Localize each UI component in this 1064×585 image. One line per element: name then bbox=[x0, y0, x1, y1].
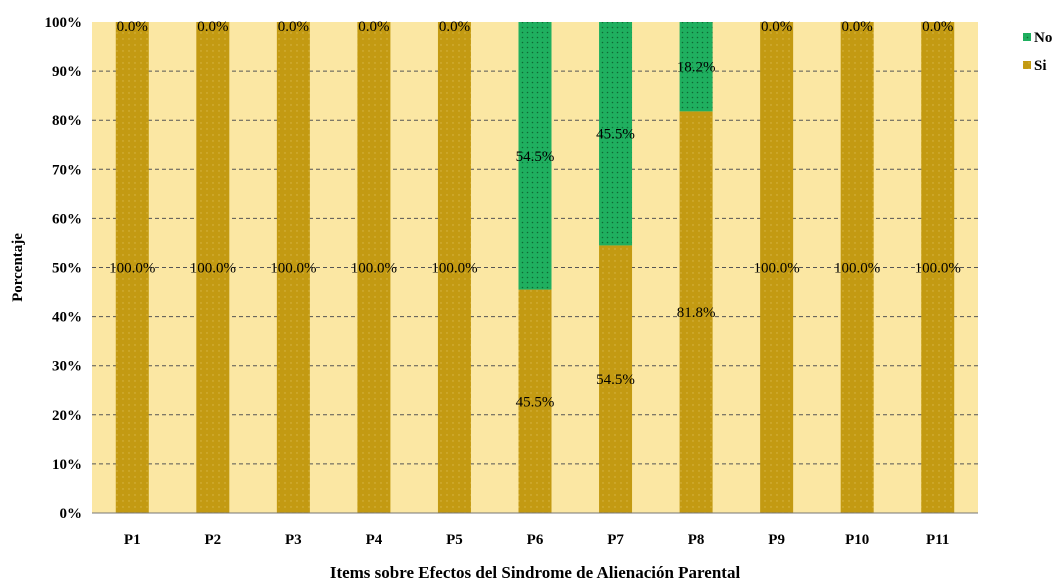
bars bbox=[115, 22, 955, 513]
y-tick-label: 60% bbox=[52, 211, 82, 227]
y-tick-label: 20% bbox=[52, 408, 82, 424]
y-axis-title: Porcentaje bbox=[10, 233, 26, 302]
x-tick-label: P6 bbox=[527, 532, 544, 548]
data-label-si: 100.0% bbox=[431, 261, 477, 277]
data-label-no: 0.0% bbox=[117, 19, 148, 35]
data-label-si: 100.0% bbox=[109, 261, 155, 277]
x-tick-label: P3 bbox=[285, 532, 302, 548]
data-label-no: 0.0% bbox=[761, 19, 792, 35]
x-tick-label: P11 bbox=[926, 532, 949, 548]
x-axis-ticks: P1 P2 P3 P4 P5 P6 P7 P8 P9 P10 P11 bbox=[124, 532, 949, 548]
bar-no-p8 bbox=[679, 22, 713, 112]
x-tick-label: P5 bbox=[446, 532, 463, 548]
data-label-no: 45.5% bbox=[596, 127, 635, 143]
legend-label-si: Si bbox=[1034, 58, 1047, 74]
data-label-si: 100.0% bbox=[190, 261, 236, 277]
bar-no-p6 bbox=[518, 22, 552, 290]
bar-si-p6 bbox=[518, 289, 552, 513]
bar-si-p3 bbox=[276, 22, 310, 513]
bar-si-p8 bbox=[679, 111, 713, 513]
data-labels: 100.0% 0.0% 100.0% 0.0% 100.0% 0.0% 100.0% 0.0%… bbox=[109, 19, 961, 410]
data-label-si: 100.0% bbox=[834, 261, 880, 277]
y-tick-label: 70% bbox=[52, 162, 82, 178]
x-tick-label: P4 bbox=[366, 532, 383, 548]
x-tick-label: P9 bbox=[768, 532, 785, 548]
bar-no-p7 bbox=[599, 22, 633, 246]
data-label-no: 0.0% bbox=[842, 19, 873, 35]
data-label-no: 0.0% bbox=[358, 19, 389, 35]
bar-si-p2 bbox=[196, 22, 230, 513]
legend-swatch-si bbox=[1023, 61, 1031, 69]
bar-si-p1 bbox=[115, 22, 149, 513]
data-label-si: 100.0% bbox=[270, 261, 316, 277]
data-label-si: 100.0% bbox=[754, 261, 800, 277]
legend: No Si bbox=[1023, 30, 1052, 74]
y-tick-label: 90% bbox=[52, 64, 82, 80]
y-tick-label: 50% bbox=[52, 261, 82, 277]
y-tick-label: 80% bbox=[52, 113, 82, 129]
bar-si-p5 bbox=[437, 22, 471, 513]
data-label-no: 0.0% bbox=[278, 19, 309, 35]
data-label-no: 0.0% bbox=[439, 19, 470, 35]
y-tick-label: 30% bbox=[52, 359, 82, 375]
y-tick-label: 100% bbox=[45, 15, 83, 31]
data-label-no: 0.0% bbox=[922, 19, 953, 35]
y-tick-label: 0% bbox=[60, 506, 83, 522]
bar-si-p7 bbox=[599, 245, 633, 513]
x-tick-label: P7 bbox=[607, 532, 624, 548]
y-tick-label: 10% bbox=[52, 457, 82, 473]
data-label-si: 100.0% bbox=[915, 261, 961, 277]
data-label-no: 18.2% bbox=[677, 60, 716, 76]
data-label-si: 81.8% bbox=[677, 305, 716, 321]
x-tick-label: P2 bbox=[204, 532, 221, 548]
bar-si-p4 bbox=[357, 22, 391, 513]
data-label-si: 45.5% bbox=[516, 394, 555, 410]
legend-swatch-no bbox=[1023, 33, 1031, 41]
y-tick-label: 40% bbox=[52, 310, 82, 326]
data-label-no: 54.5% bbox=[516, 149, 555, 165]
bar-si-p11 bbox=[921, 22, 955, 513]
x-tick-label: P1 bbox=[124, 532, 141, 548]
data-label-si: 54.5% bbox=[596, 372, 635, 388]
y-axis-ticks: 0% 10% 20% 30% 40% 50% 60% 70% 80% 90% 100% bbox=[45, 15, 83, 522]
legend-label-no: No bbox=[1034, 30, 1052, 46]
x-tick-label: P10 bbox=[845, 532, 869, 548]
bar-si-p10 bbox=[840, 22, 874, 513]
data-label-si: 100.0% bbox=[351, 261, 397, 277]
x-tick-label: P8 bbox=[688, 532, 705, 548]
data-label-no: 0.0% bbox=[197, 19, 228, 35]
x-axis-title: Items sobre Efectos del Sindrome de Alie… bbox=[330, 563, 741, 582]
bar-si-p9 bbox=[760, 22, 794, 513]
